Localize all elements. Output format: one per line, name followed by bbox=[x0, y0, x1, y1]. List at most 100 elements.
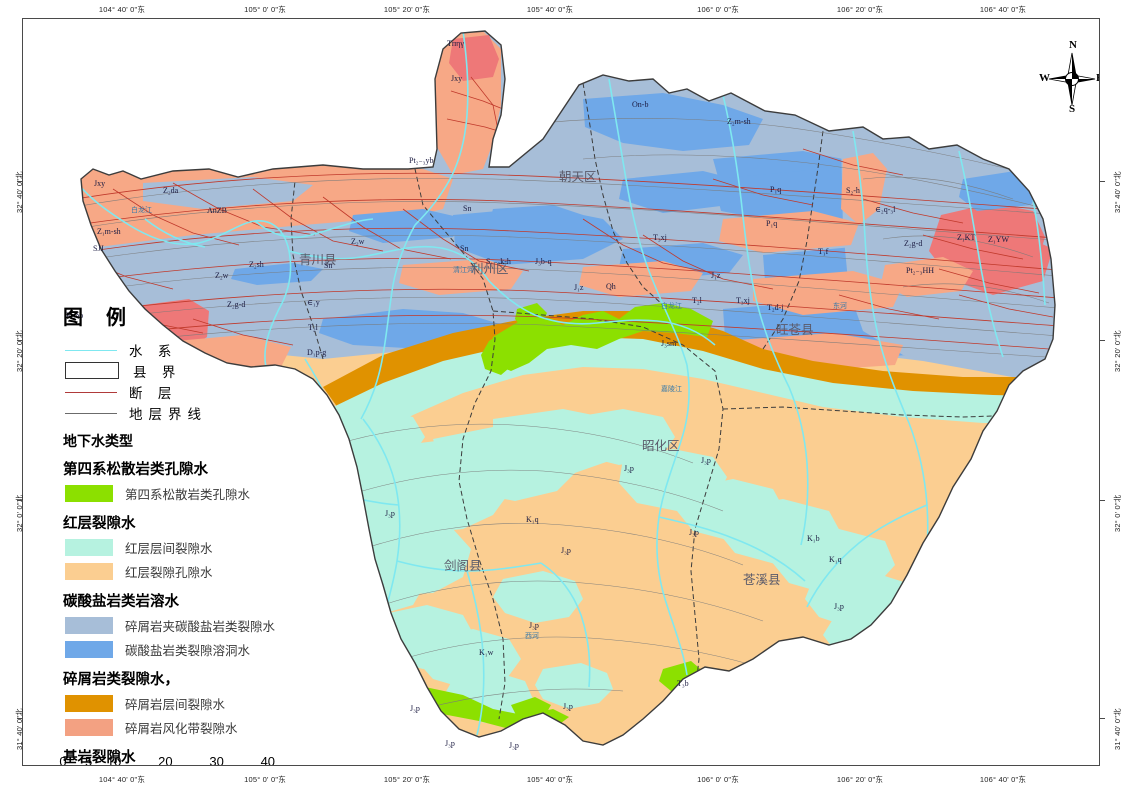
graticule-tick bbox=[1100, 500, 1105, 501]
graticule-label-right: 32° 20' 0"北 bbox=[1113, 330, 1121, 372]
compass-icon bbox=[1048, 52, 1096, 106]
legend-title: 图 例 bbox=[63, 307, 135, 329]
graticule-label-right: 32° 0' 0"北 bbox=[1113, 494, 1121, 532]
graticule-label-bottom: 106° 40' 0"东 bbox=[979, 775, 1027, 784]
strata-code-label: S₁₋₂k-h bbox=[486, 257, 511, 266]
strata-code-label: D₁p-g bbox=[307, 348, 327, 357]
strata-code-label: K₁q bbox=[526, 515, 539, 524]
legend-line-water-system: 水 系 bbox=[63, 339, 313, 360]
strata-code-label: J₃b-q bbox=[535, 257, 552, 266]
legend-group-header-2: 碳酸盐岩类岩溶水 bbox=[63, 594, 179, 610]
graticule-tick bbox=[1100, 718, 1105, 719]
legend-line-county-boundary: 县 界 bbox=[63, 360, 313, 381]
compass-rose: N S E W bbox=[1039, 39, 1099, 121]
strata-code-label: K₁w bbox=[479, 648, 494, 657]
strata-code-label: P₁q bbox=[766, 219, 778, 228]
strata-code-label: Jxy bbox=[451, 74, 463, 83]
graticule-label-right: 32° 40' 0"北 bbox=[1113, 171, 1121, 213]
strata-code-label: T₃xj bbox=[653, 233, 667, 242]
river-label: 白龙江 bbox=[661, 302, 682, 310]
graticule-label-top: 105° 0' 0"东 bbox=[244, 5, 286, 14]
graticule-tick bbox=[17, 718, 22, 719]
strata-code-label: Pt₂δο bbox=[66, 311, 84, 320]
legend-groups: 第四系松散岩类孔隙水 第四系松散岩类孔隙水 红层裂隙水 红层层间裂隙水 红层裂隙孔隙水碳… bbox=[63, 458, 313, 766]
legend-color-swatch bbox=[65, 718, 113, 736]
compass-east-label: E bbox=[1096, 72, 1099, 84]
strata-code-label: Jxy bbox=[94, 179, 106, 188]
legend-group-header-4: 基岩裂隙水 bbox=[63, 750, 136, 766]
graticule-tick bbox=[17, 181, 22, 182]
strata-code-label: S₂-h bbox=[846, 186, 860, 195]
strata-code-label: T₃xj bbox=[736, 296, 750, 305]
graticule-label-bottom: 105° 40' 0"东 bbox=[526, 775, 574, 784]
scale-tick-40: 40 bbox=[260, 754, 276, 766]
county-label: 昭化区 bbox=[642, 439, 680, 453]
strata-code-label: Sn bbox=[324, 261, 333, 270]
strata-code-label: ∈₂q-₃l bbox=[875, 205, 896, 214]
legend-line-swatch bbox=[65, 412, 117, 414]
strata-code-label: Qh bbox=[606, 282, 616, 291]
strata-code-label: P₁q bbox=[770, 185, 782, 194]
legend-panel: 图 例 水 系县 界断 层地层界线 地下水类型 第四系松散岩类孔隙水 第四系松散岩… bbox=[63, 301, 313, 766]
strata-code-label: Z₂w bbox=[215, 271, 229, 280]
graticule-tick bbox=[1100, 340, 1105, 341]
graticule-label-top: 106° 40' 0"东 bbox=[979, 5, 1027, 14]
scale-tick-20: 20 bbox=[158, 754, 173, 766]
strata-code-label: On-b bbox=[632, 100, 649, 109]
graticule-label-top: 105° 40' 0"东 bbox=[526, 5, 574, 14]
county-label: 剑阁县 bbox=[444, 559, 482, 573]
river-label: 清江河 bbox=[453, 266, 474, 274]
legend-item: 碎屑岩夹碳酸盐岩类裂隙水 bbox=[63, 613, 313, 637]
graticule-tick bbox=[1100, 181, 1105, 182]
legend-group-header-3: 碎屑岩类裂隙水， bbox=[63, 672, 179, 688]
legend-item-label: 碎屑岩夹碳酸盐岩类裂隙水 bbox=[125, 619, 276, 634]
strata-code-label: J₃p bbox=[834, 602, 844, 611]
scale-tick-10: 10 bbox=[106, 754, 122, 766]
strata-code-label: T₂l bbox=[692, 296, 702, 305]
strata-code-label: Z₂sh bbox=[249, 260, 264, 269]
strata-code-label: J₃p bbox=[529, 621, 539, 630]
map-frame[interactable]: 青川县 利州区 朝天区 旺苍县 昭化区 剑阁县 苍溪县 Tпηγ Jxy Jxy Z₂da AnZB… bbox=[22, 18, 1100, 766]
strata-code-label: Z₂m-sh bbox=[727, 117, 751, 126]
graticule-label-right: 31° 40' 0"北 bbox=[1113, 708, 1121, 750]
river-label: 西河 bbox=[525, 632, 539, 640]
strata-code-label: J₃p bbox=[624, 464, 634, 473]
county-label: 朝天区 bbox=[559, 170, 597, 184]
graticule-label-bottom: 106° 0' 0"东 bbox=[697, 775, 739, 784]
legend-item-label: 红层裂隙孔隙水 bbox=[125, 565, 213, 580]
strata-code-label: Z₂g-d bbox=[227, 300, 246, 309]
legend-label-strata-boundary: 地层界线 bbox=[129, 406, 207, 422]
strata-code-label: T₂l bbox=[308, 323, 318, 332]
scale-tick-5: 5 bbox=[84, 754, 93, 766]
legend-color-swatch bbox=[65, 484, 113, 502]
strata-code-label: AnZB bbox=[207, 206, 227, 215]
strata-code-label: Pt₂₋₃yb bbox=[409, 156, 434, 165]
strata-code-label: J₃p bbox=[563, 702, 573, 711]
compass-north-label: N bbox=[1069, 39, 1077, 51]
geology-map-canvas[interactable] bbox=[23, 19, 1100, 766]
strata-code-label: J₁z bbox=[711, 271, 721, 280]
graticule-label-left: 32° 20' 0"北 bbox=[15, 330, 24, 372]
graticule-tick bbox=[17, 500, 22, 501]
legend-item-label: 红层层间裂隙水 bbox=[125, 541, 213, 556]
graticule-label-bottom: 106° 20' 0"东 bbox=[836, 775, 884, 784]
legend-color-swatch bbox=[65, 562, 113, 580]
strata-code-label: J₃p bbox=[385, 509, 395, 518]
scale-bar-ticks: 0 5 10 20 30 40 bbox=[59, 754, 293, 766]
legend-item-label: 碎屑岩层间裂隙水 bbox=[125, 697, 226, 712]
county-label: 利州区 bbox=[471, 262, 509, 276]
strata-code-label: Sn bbox=[460, 244, 469, 253]
legend-item: 红层层间裂隙水 bbox=[63, 535, 313, 559]
legend-group-header-1: 红层裂隙水 bbox=[63, 516, 136, 532]
strata-code-label: T₂d-j bbox=[767, 303, 784, 312]
legend-item-label: 第四系松散岩类孔隙水 bbox=[125, 487, 251, 502]
strata-code-label: J₃p bbox=[689, 528, 699, 537]
graticule-label-left: 32° 40' 0"北 bbox=[15, 171, 24, 213]
strata-code-label: Z₁m-sh bbox=[97, 227, 121, 236]
legend-item-label: 碎屑岩风化带裂隙水 bbox=[125, 721, 238, 736]
legend-swatch-county-boundary bbox=[65, 362, 119, 379]
graticule-label-top: 104° 40' 0"东 bbox=[98, 5, 146, 14]
legend-line-strata-boundary: 地层界线 bbox=[63, 402, 313, 423]
river-label: 东河 bbox=[833, 302, 847, 310]
